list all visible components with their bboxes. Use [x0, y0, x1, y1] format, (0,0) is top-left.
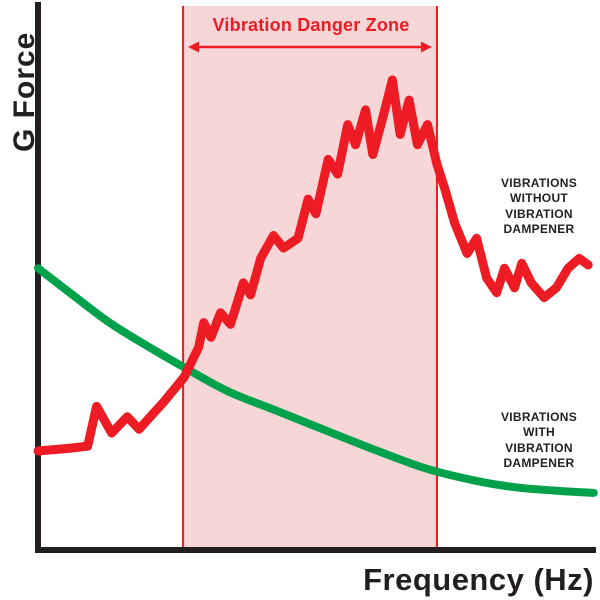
y-axis-label: G Force [8, 31, 41, 152]
x-axis-label: Frequency (Hz) [363, 562, 594, 597]
annotation-with-dampener: VIBRATIONS WITH VIBRATION DAMPENER [500, 410, 578, 471]
annotation-without-dampener: VIBRATIONS WITHOUT VIBRATION DAMPENER [500, 176, 578, 237]
danger-zone-label: Vibration Danger Zone [212, 15, 410, 35]
